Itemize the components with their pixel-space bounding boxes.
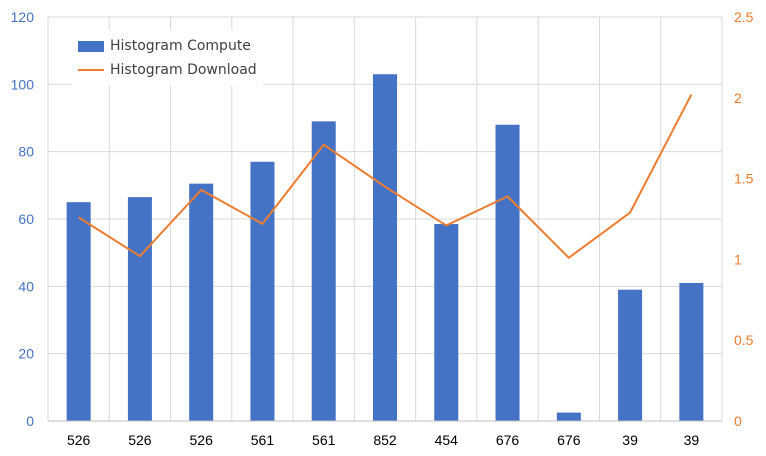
legend-label-compute: Histogram Compute — [110, 38, 251, 54]
legend-swatch-download — [78, 69, 104, 71]
bar-compute — [250, 161, 275, 421]
y-right-tick-label: 0 — [734, 413, 742, 429]
y-left-tick-label: 60 — [18, 211, 34, 227]
legend-item-compute: Histogram Compute — [78, 34, 257, 58]
y-left-tick-label: 40 — [18, 278, 34, 294]
y-right-tick-label: 2 — [734, 90, 742, 106]
x-tick-label: 852 — [373, 432, 397, 448]
bar-compute — [66, 202, 91, 421]
x-tick-label: 39 — [684, 432, 700, 448]
bar-compute — [556, 412, 581, 421]
legend-swatch-compute — [78, 40, 104, 52]
bar-compute — [189, 183, 214, 421]
y-right-tick-label: 1.5 — [734, 171, 754, 187]
y-right-tick-label: 1 — [734, 251, 742, 267]
bar-compute — [373, 74, 397, 421]
y-left-tick-label: 20 — [18, 346, 34, 362]
line-download — [78, 94, 693, 259]
x-tick-label: 561 — [251, 432, 275, 448]
x-tick-label: 676 — [557, 432, 581, 448]
bar-compute — [679, 282, 704, 421]
x-tick-label: 676 — [496, 432, 520, 448]
x-tick-label: 561 — [312, 432, 336, 448]
y-left-tick-label: 80 — [18, 144, 34, 160]
x-tick-label: 39 — [622, 432, 638, 448]
y-right-tick-label: 0.5 — [734, 332, 754, 348]
x-tick-label: 526 — [128, 432, 152, 448]
legend: Histogram Compute Histogram Download — [72, 30, 263, 86]
bar-compute — [495, 124, 520, 421]
legend-item-download: Histogram Download — [78, 58, 257, 82]
x-tick-label: 526 — [190, 432, 214, 448]
bar-compute — [618, 289, 643, 421]
y-left-tick-label: 120 — [11, 9, 35, 25]
y-left-tick-label: 0 — [26, 413, 34, 429]
bar-compute — [434, 224, 459, 421]
y-right-tick-label: 2.5 — [734, 9, 754, 25]
x-tick-label: 454 — [435, 432, 459, 448]
x-tick-label: 526 — [67, 432, 91, 448]
bar-compute — [311, 121, 336, 421]
legend-label-download: Histogram Download — [110, 62, 257, 78]
bar-compute — [127, 197, 152, 421]
y-left-tick-label: 100 — [11, 76, 35, 92]
